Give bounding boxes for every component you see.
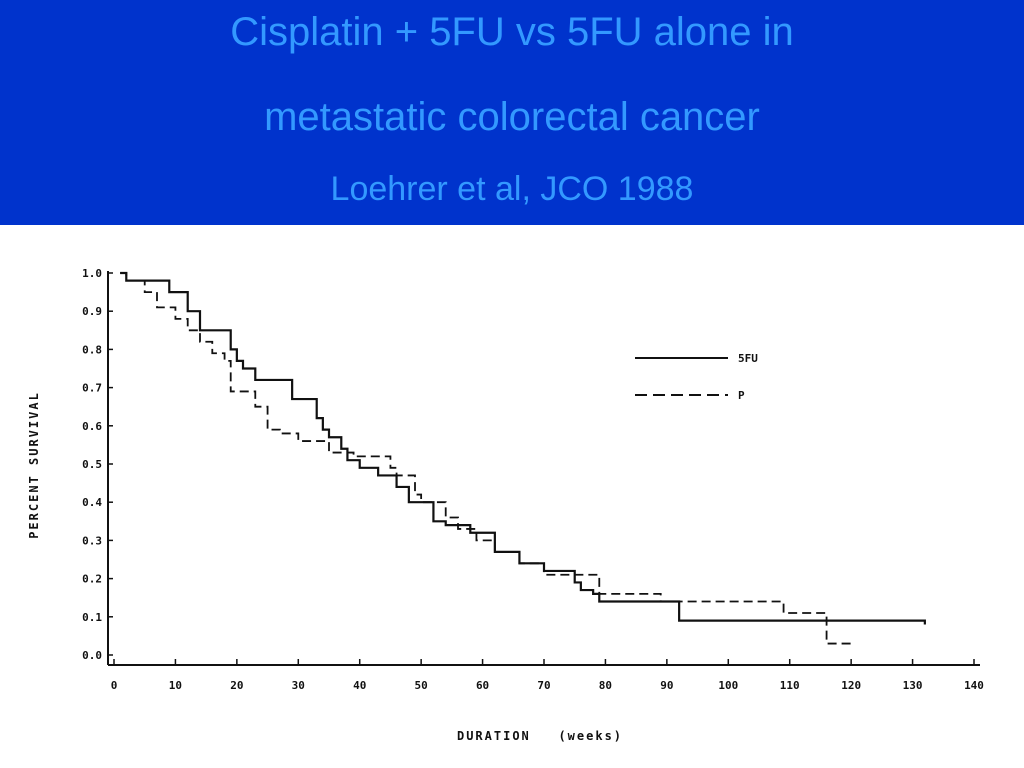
x-tick-label: 50 — [415, 679, 428, 692]
series-line-p — [120, 272, 852, 645]
y-tick-label: 0.6 — [82, 420, 102, 433]
x-tick-label: 100 — [718, 679, 738, 692]
x-tick-label: 70 — [537, 679, 550, 692]
y-axis-label: PERCENT SURVIVAL — [27, 391, 41, 539]
x-tick-label: 60 — [476, 679, 489, 692]
x-tick-label: 130 — [903, 679, 923, 692]
slide-title-line-1: Cisplatin + 5FU vs 5FU alone in — [230, 10, 794, 54]
x-tick-label: 140 — [964, 679, 984, 692]
survival-chart: 0 10 20 30 40 50 60 70 80 90 100 110 120 130 140 0.0 0.1… — [27, 267, 984, 743]
x-tick-label: 0 — [111, 679, 118, 692]
y-tick-label: 0.5 — [82, 458, 102, 471]
x-tick-label: 90 — [660, 679, 673, 692]
x-tick-label: 80 — [599, 679, 612, 692]
legend-label-5fu: 5FU — [738, 352, 758, 365]
chart-series — [120, 271, 926, 645]
x-tick-label: 20 — [230, 679, 243, 692]
y-tick-label: 0.2 — [82, 573, 102, 586]
y-tick-label: 0.1 — [82, 611, 102, 624]
x-tick-label: 30 — [292, 679, 305, 692]
chart-legend: 5FU P — [635, 352, 758, 402]
slide-subtitle: Loehrer et al, JCO 1988 — [330, 170, 694, 208]
x-tick-label: 10 — [169, 679, 182, 692]
x-tick-label: 40 — [353, 679, 366, 692]
y-tick-label: 1.0 — [82, 267, 102, 280]
x-tick-label: 110 — [780, 679, 800, 692]
y-tick-label: 0.7 — [82, 382, 102, 395]
series-line-5fu — [120, 271, 926, 625]
slide-title-line-2: metastatic colorectal cancer — [264, 95, 760, 139]
y-tick-label: 0.9 — [82, 305, 102, 318]
legend-label-p: P — [738, 389, 745, 402]
x-axis-label: DURATION (weeks) — [457, 729, 623, 743]
x-tick-label: 120 — [841, 679, 861, 692]
y-tick-label: 0.3 — [82, 534, 102, 547]
y-tick-label: 0.4 — [82, 496, 102, 509]
y-tick-label: 0.0 — [82, 649, 102, 662]
y-tick-label: 0.8 — [82, 343, 102, 356]
chart-ticks: 0 10 20 30 40 50 60 70 80 90 100 110 120 130 140 0.0 0.1… — [82, 267, 984, 692]
chart-axes — [107, 271, 980, 666]
slide-header: Cisplatin + 5FU vs 5FU alone in metastat… — [0, 0, 1024, 225]
